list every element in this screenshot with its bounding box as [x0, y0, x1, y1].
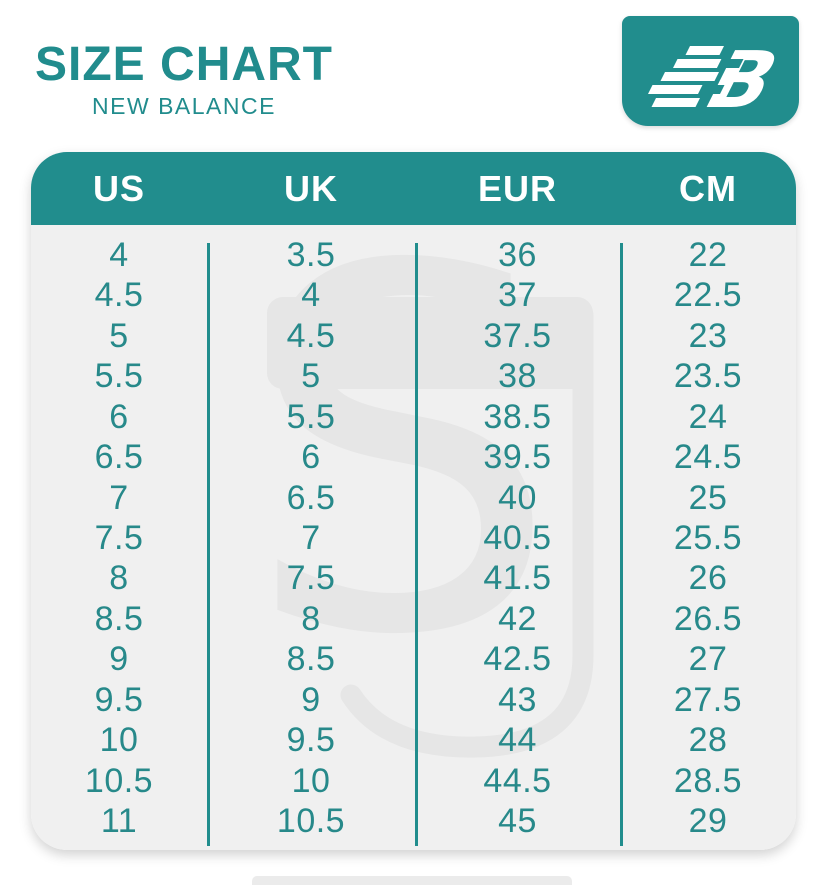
size-cell: 25.5	[673, 518, 743, 557]
size-cell: 4	[301, 276, 321, 315]
size-cell: 27.5	[673, 680, 743, 719]
size-cell: 36	[498, 235, 537, 274]
size-cell: 8	[301, 599, 321, 638]
size-cell: 5.5	[286, 397, 336, 436]
size-cell: 29	[688, 802, 728, 841]
size-cell: 42	[498, 599, 537, 638]
size-cell: 8.5	[286, 640, 336, 679]
table-header-row: US UK EUR CM	[31, 152, 796, 225]
column-divider	[207, 243, 210, 846]
size-cell: 44.5	[483, 761, 552, 800]
size-cell: 37.5	[483, 316, 552, 355]
size-cell: 7	[301, 518, 321, 557]
size-cell: 8	[109, 559, 129, 598]
size-cell: 7.5	[286, 559, 336, 598]
size-cell: 26	[688, 559, 728, 598]
size-cell: 42.5	[483, 640, 552, 679]
size-cell: 4.5	[94, 276, 144, 315]
size-cell: 44	[498, 721, 537, 760]
size-cell: 6	[109, 397, 129, 436]
size-cell: 38.5	[483, 397, 552, 436]
size-cell: 40	[498, 478, 537, 517]
size-cell: 3.5	[286, 235, 336, 274]
size-cell: 9.5	[286, 721, 336, 760]
size-chart-card: US UK EUR CM S 4 3.5 36 22 4.5 4 37 22.5 5 4.5 37.5 23…	[31, 152, 796, 850]
column-header-uk: UK	[284, 167, 338, 209]
size-cell: 11	[100, 802, 138, 841]
size-cell: 38	[498, 357, 537, 396]
size-cell: 7	[109, 478, 129, 517]
column-header-eur: EUR	[477, 167, 557, 209]
size-cell: 9	[109, 640, 129, 679]
size-cell: 23	[688, 316, 728, 355]
column-header-cm: CM	[679, 167, 737, 209]
size-cell: 5	[301, 357, 321, 396]
size-cell: 9	[301, 680, 321, 719]
size-cell: 39.5	[483, 438, 552, 477]
nb-logo-icon: B	[647, 34, 795, 126]
size-cell: 22.5	[673, 276, 743, 315]
size-cell: 43	[498, 680, 537, 719]
new-balance-logo: B	[622, 16, 799, 126]
size-cell: 6.5	[286, 478, 336, 517]
size-cell: 24	[688, 397, 728, 436]
size-cell: 40.5	[483, 518, 552, 557]
size-cell: 10.5	[84, 761, 154, 800]
column-header-us: US	[92, 167, 145, 209]
size-table-grid: 4 3.5 36 22 4.5 4 37 22.5 5 4.5 37.5 23 5.5 5 38 23.5 6 5…	[31, 225, 796, 850]
size-cell: 9.5	[94, 680, 144, 719]
size-cell: 45	[498, 802, 537, 841]
size-cell: 8.5	[94, 599, 144, 638]
size-cell: 25	[688, 478, 728, 517]
column-divider	[620, 243, 623, 846]
size-cell: 4	[109, 235, 129, 274]
size-cell: 7.5	[94, 518, 144, 557]
size-cell: 5.5	[94, 357, 144, 396]
page-subtitle: NEW BALANCE	[92, 93, 276, 120]
size-cell: 37	[498, 276, 537, 315]
cropped-bottom-element	[252, 876, 572, 885]
size-cell: 23.5	[673, 357, 743, 396]
size-cell: 27	[688, 640, 728, 679]
size-cell: 22	[688, 235, 728, 274]
size-cell: 24.5	[673, 438, 743, 477]
page-title: SIZE CHART	[35, 38, 333, 91]
size-cell: 10	[291, 761, 331, 800]
size-cell: 6	[301, 438, 321, 477]
size-cell: 28	[688, 721, 728, 760]
title-block: SIZE CHART NEW BALANCE	[34, 38, 334, 120]
size-cell: 26.5	[673, 599, 743, 638]
size-cell: 10	[99, 721, 139, 760]
size-cell: 41.5	[483, 559, 552, 598]
table-body: S 4 3.5 36 22 4.5 4 37 22.5 5 4.5 37.5 23 5.5 5 38 23.5…	[31, 225, 796, 850]
size-cell: 5	[109, 316, 129, 355]
size-cell: 4.5	[286, 316, 336, 355]
size-cell: 10.5	[276, 802, 346, 841]
size-cell: 28.5	[673, 761, 743, 800]
size-cell: 6.5	[94, 438, 144, 477]
